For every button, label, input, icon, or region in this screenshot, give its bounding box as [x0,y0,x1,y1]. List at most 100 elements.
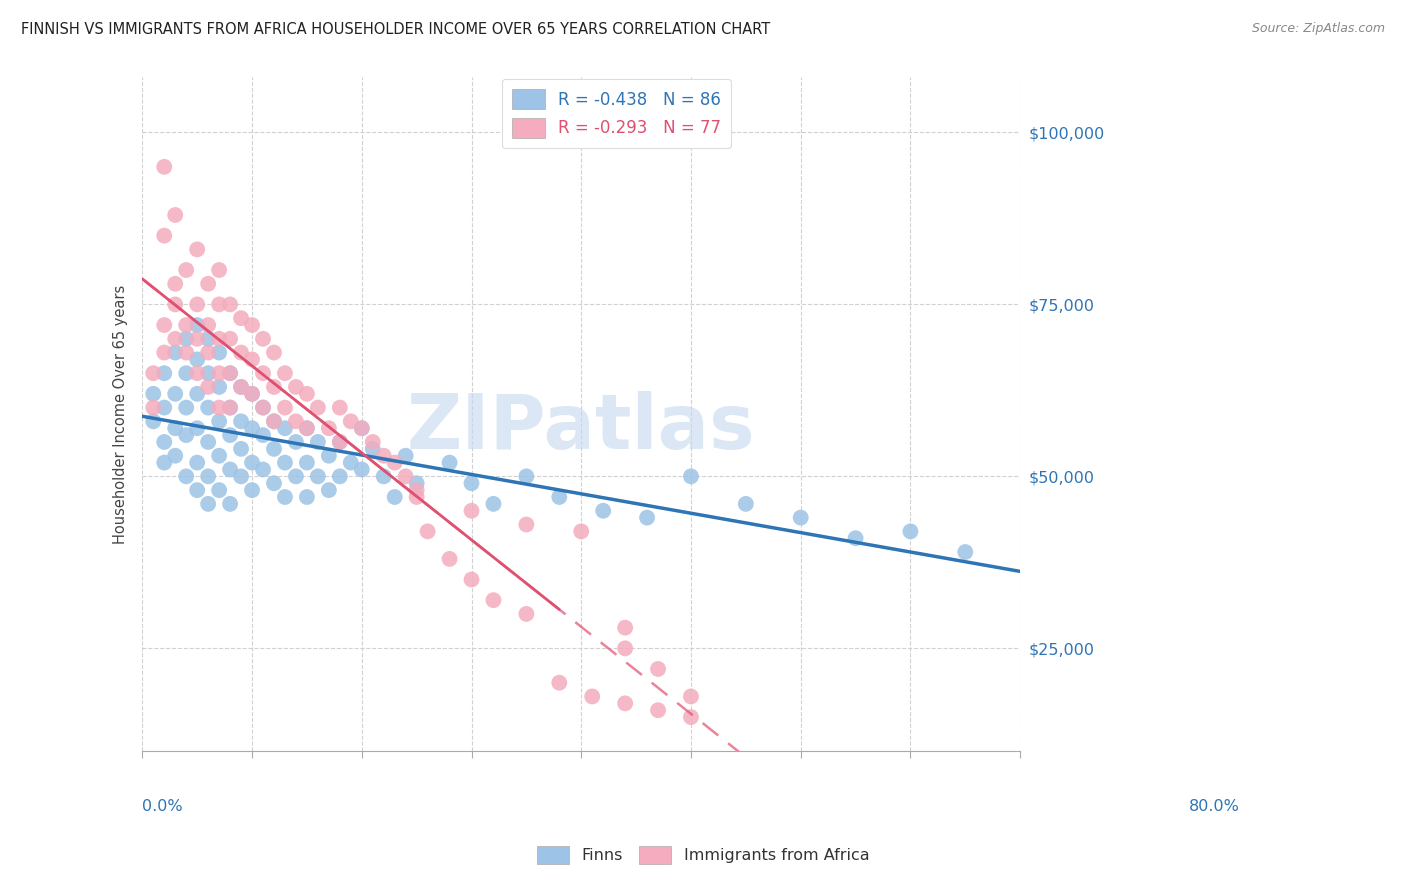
Point [197,469,219,483]
Point [295,490,318,504]
Point [174,263,197,277]
Point [845,531,868,545]
Point [548,675,571,690]
Point [614,696,637,710]
Point [219,366,242,380]
Point [174,469,197,483]
Point [186,332,208,346]
Point [789,510,811,524]
Point [284,414,307,428]
Point [165,421,187,435]
Point [284,434,307,449]
Point [197,366,219,380]
Point [329,401,352,415]
Point [955,545,977,559]
Point [153,345,176,359]
Point [405,490,427,504]
Point [240,352,263,367]
Legend: R = -0.438   N = 86, R = -0.293   N = 77: R = -0.438 N = 86, R = -0.293 N = 77 [502,79,731,148]
Point [647,662,669,676]
Point [240,318,263,332]
Point [263,442,285,456]
Point [197,401,219,415]
Point [186,456,208,470]
Point [318,483,340,497]
Point [295,456,318,470]
Point [208,380,231,394]
Point [263,414,285,428]
Point [515,469,537,483]
Point [142,387,165,401]
Point [153,318,176,332]
Point [460,573,482,587]
Point [142,414,165,428]
Point [361,434,384,449]
Point [229,469,252,483]
Point [142,366,165,380]
Point [165,449,187,463]
Point [548,490,571,504]
Point [229,380,252,394]
Point [240,387,263,401]
Point [208,332,231,346]
Point [197,497,219,511]
Point [329,434,352,449]
Point [197,332,219,346]
Point [384,456,406,470]
Point [395,449,418,463]
Point [174,345,197,359]
Point [307,401,329,415]
Point [229,311,252,326]
Point [515,607,537,621]
Point [614,621,637,635]
Text: 0.0%: 0.0% [142,798,183,814]
Point [592,504,614,518]
Point [679,690,702,704]
Point [186,243,208,257]
Point [439,552,461,566]
Point [647,703,669,717]
Point [197,318,219,332]
Point [208,483,231,497]
Point [350,421,373,435]
Point [405,483,427,497]
Point [614,641,637,656]
Point [252,462,274,476]
Point [153,160,176,174]
Point [165,277,187,291]
Point [318,421,340,435]
Point [153,366,176,380]
Point [208,263,231,277]
Point [307,434,329,449]
Point [384,490,406,504]
Point [263,380,285,394]
Point [307,469,329,483]
Point [416,524,439,539]
Point [340,456,363,470]
Point [439,456,461,470]
Point [340,414,363,428]
Point [219,297,242,311]
Point [186,387,208,401]
Point [219,401,242,415]
Point [219,332,242,346]
Point [208,401,231,415]
Point [153,456,176,470]
Point [263,476,285,491]
Point [361,442,384,456]
Point [197,277,219,291]
Point [460,476,482,491]
Point [174,428,197,442]
Point [208,366,231,380]
Point [219,401,242,415]
Point [219,366,242,380]
Text: ZIPatlas: ZIPatlas [406,391,755,465]
Point [679,710,702,724]
Point [153,401,176,415]
Point [482,593,505,607]
Text: FINNISH VS IMMIGRANTS FROM AFRICA HOUSEHOLDER INCOME OVER 65 YEARS CORRELATION C: FINNISH VS IMMIGRANTS FROM AFRICA HOUSEH… [21,22,770,37]
Point [229,380,252,394]
Point [208,345,231,359]
Point [295,421,318,435]
Point [395,469,418,483]
